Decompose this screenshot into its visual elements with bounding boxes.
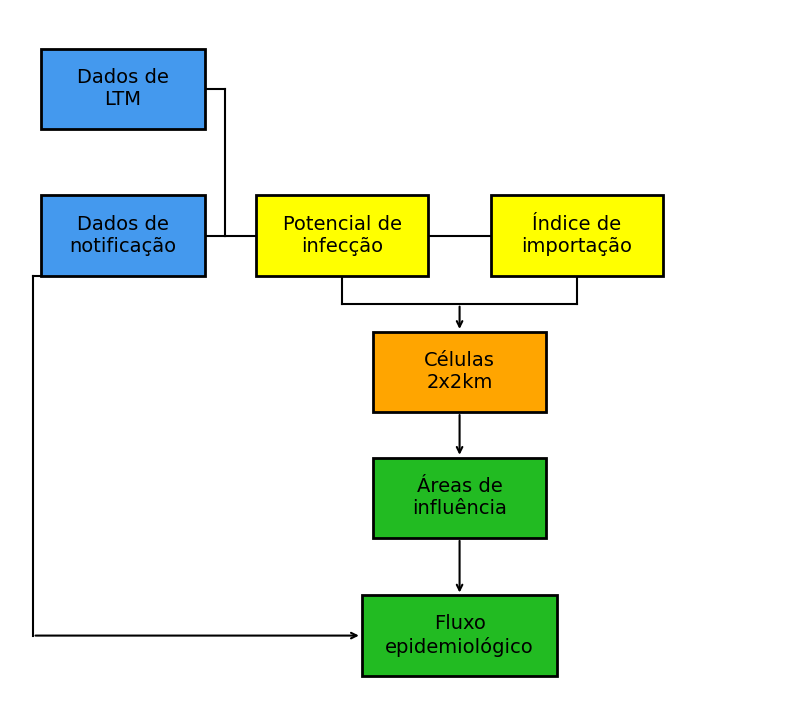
FancyBboxPatch shape xyxy=(41,48,205,129)
Text: Potencial de
infecção: Potencial de infecção xyxy=(283,215,402,256)
FancyBboxPatch shape xyxy=(362,595,557,676)
Text: Células
2x2km: Células 2x2km xyxy=(424,352,495,392)
Text: Dados de
LTM: Dados de LTM xyxy=(77,68,169,110)
Text: Áreas de
influência: Áreas de influência xyxy=(412,477,507,518)
FancyBboxPatch shape xyxy=(373,458,545,538)
Text: Índice de
importação: Índice de importação xyxy=(522,215,633,256)
FancyBboxPatch shape xyxy=(373,332,545,412)
Text: Fluxo
epidemiológico: Fluxo epidemiológico xyxy=(385,614,534,656)
FancyBboxPatch shape xyxy=(256,195,428,276)
FancyBboxPatch shape xyxy=(41,195,205,276)
FancyBboxPatch shape xyxy=(491,195,663,276)
Text: Dados de
notificação: Dados de notificação xyxy=(69,215,176,256)
